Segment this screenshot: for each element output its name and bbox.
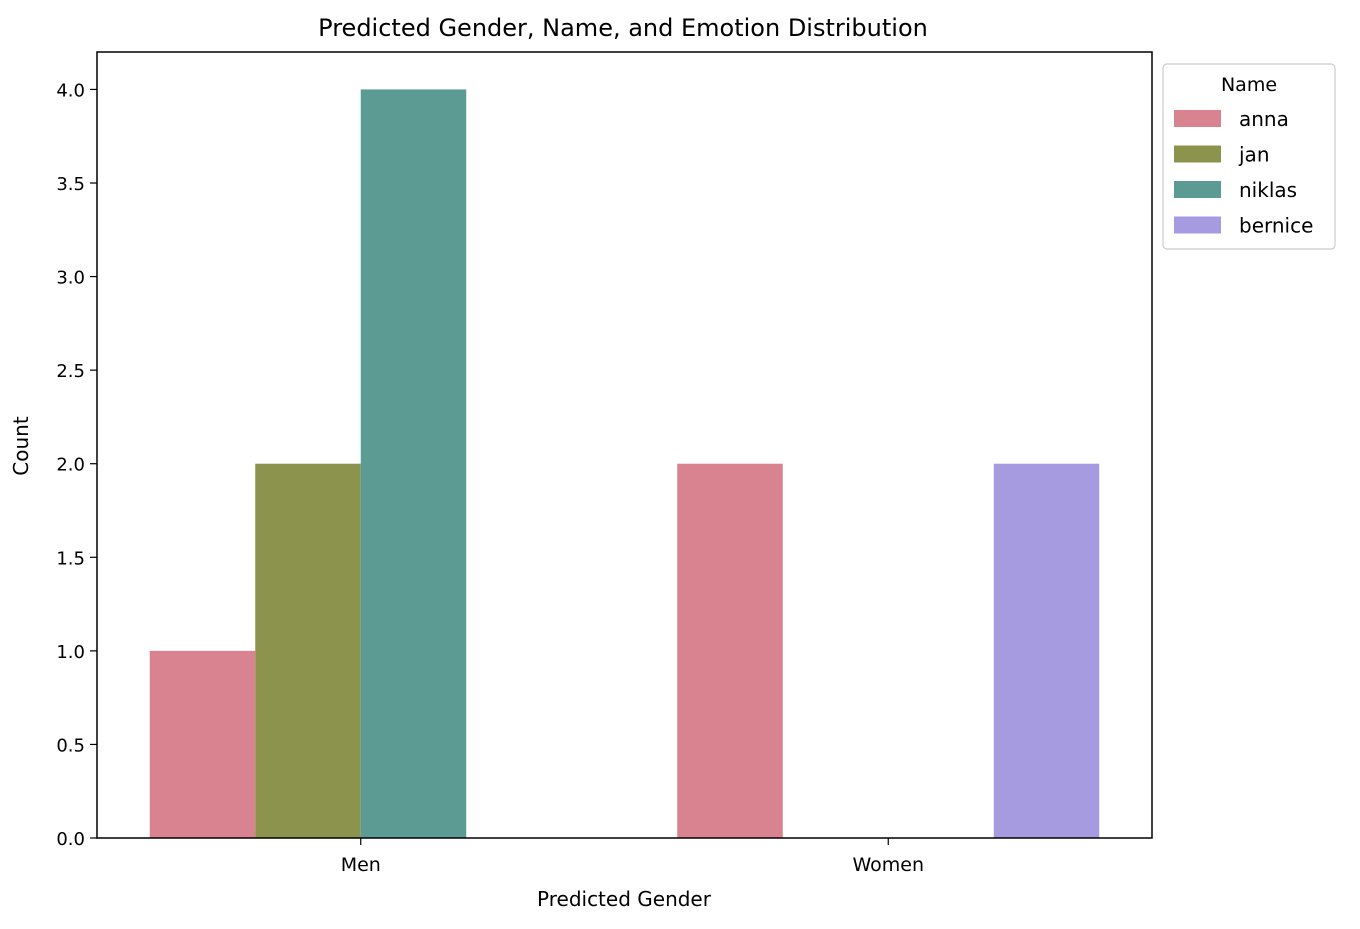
y-axis-label: Count [9,416,33,476]
bar-anna-men [149,650,256,838]
legend-title: Name [1221,74,1277,96]
legend-items: anna jan niklas bernice [1174,107,1313,238]
y-tick-label: 4.0 [56,80,85,101]
legend-swatch-niklas [1174,181,1221,198]
legend: Name anna jan niklas bernice [1162,63,1336,250]
legend-label-jan: jan [1238,143,1270,167]
bar-jan-men [255,463,361,838]
legend-label-anna: anna [1239,107,1289,131]
y-tick-label: 0.0 [56,829,85,850]
plot-frame [96,51,1153,839]
x-tick-label: Women [852,854,924,876]
y-tick-label: 0.5 [56,735,85,756]
chart-title: Predicted Gender, Name, and Emotion Dist… [318,14,928,42]
legend-label-bernice: bernice [1239,214,1313,238]
plot-bars [149,89,1100,838]
bar-anna-women [677,463,783,838]
legend-swatch-anna [1174,110,1221,127]
y-tick-label: 2.5 [56,361,85,382]
legend-swatch-jan [1174,145,1221,163]
y-axis: 0.0 0.5 1.0 1.5 2.0 2.5 3.0 3.5 4.0 [56,80,97,850]
y-tick-label: 3.0 [56,268,85,289]
legend-swatch-bernice [1174,216,1221,234]
bar-bernice-women [993,463,1100,838]
y-tick-label: 1.0 [56,642,85,663]
y-tick-label: 2.0 [56,455,85,476]
x-axis: Men Women [341,838,924,876]
bar-niklas-men [360,89,467,838]
legend-label-niklas: niklas [1239,178,1297,202]
x-axis-label: Predicted Gender [537,887,712,911]
y-tick-label: 3.5 [56,174,85,195]
y-tick-label: 1.5 [56,548,85,569]
x-tick-label: Men [341,854,381,876]
